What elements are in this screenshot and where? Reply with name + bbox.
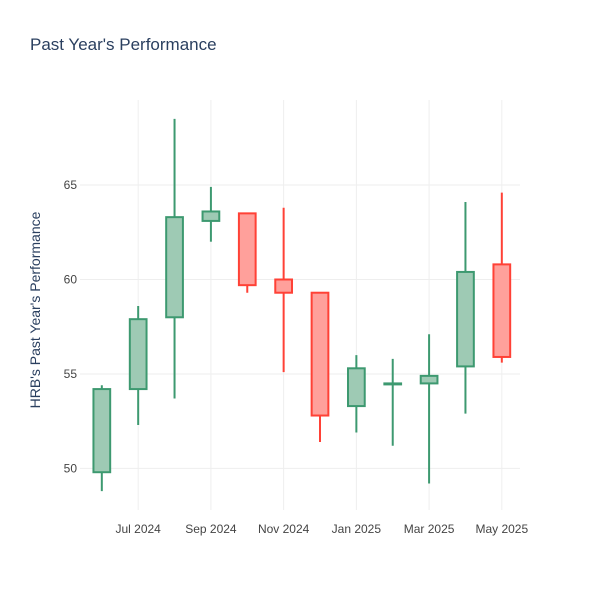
grid-layer bbox=[80, 100, 520, 510]
candle-decreasing bbox=[310, 291, 330, 442]
candle-increasing bbox=[383, 358, 403, 446]
x-tick-label: Mar 2025 bbox=[404, 522, 455, 536]
chart-title: Past Year's Performance bbox=[30, 35, 217, 54]
candle-layer bbox=[92, 118, 512, 492]
x-tick-label: Jan 2025 bbox=[332, 522, 382, 536]
candle-increasing bbox=[165, 118, 184, 399]
candle-increasing bbox=[128, 305, 148, 425]
x-tick-label: May 2025 bbox=[475, 522, 528, 536]
candle-body bbox=[92, 388, 112, 474]
candle-body bbox=[456, 270, 475, 368]
candle-decreasing bbox=[492, 192, 512, 363]
candle-decreasing bbox=[237, 212, 257, 293]
x-tick-label: Sep 2024 bbox=[185, 522, 237, 536]
candle-body bbox=[310, 291, 330, 417]
candle-increasing bbox=[419, 334, 439, 484]
y-tick-label: 60 bbox=[64, 272, 78, 286]
x-tick-label: Jul 2024 bbox=[115, 522, 161, 536]
candle-increasing bbox=[92, 385, 112, 492]
candle-body bbox=[274, 278, 294, 294]
candle-body bbox=[128, 318, 148, 391]
axis-layer: 50 55 60 65 Jul 2024 Sep 2024 Nov 2024 Jan 2025… bbox=[64, 178, 529, 536]
candle-increasing bbox=[347, 355, 366, 433]
y-axis-title: HRB's Past Year's Performance bbox=[27, 211, 43, 408]
candle-body bbox=[347, 367, 366, 408]
candle-decreasing bbox=[274, 207, 294, 373]
candle-body bbox=[383, 382, 403, 386]
candle-increasing bbox=[201, 186, 221, 242]
candle-increasing bbox=[456, 202, 475, 414]
candle-body bbox=[201, 210, 221, 222]
y-tick-label: 65 bbox=[64, 178, 78, 192]
candle-body bbox=[165, 216, 184, 319]
candle-body bbox=[419, 374, 439, 385]
y-tick-label: 50 bbox=[64, 461, 78, 475]
candle-body bbox=[492, 263, 512, 358]
y-tick-label: 55 bbox=[64, 367, 78, 381]
x-tick-label: Nov 2024 bbox=[258, 522, 310, 536]
candle-body bbox=[237, 212, 257, 287]
